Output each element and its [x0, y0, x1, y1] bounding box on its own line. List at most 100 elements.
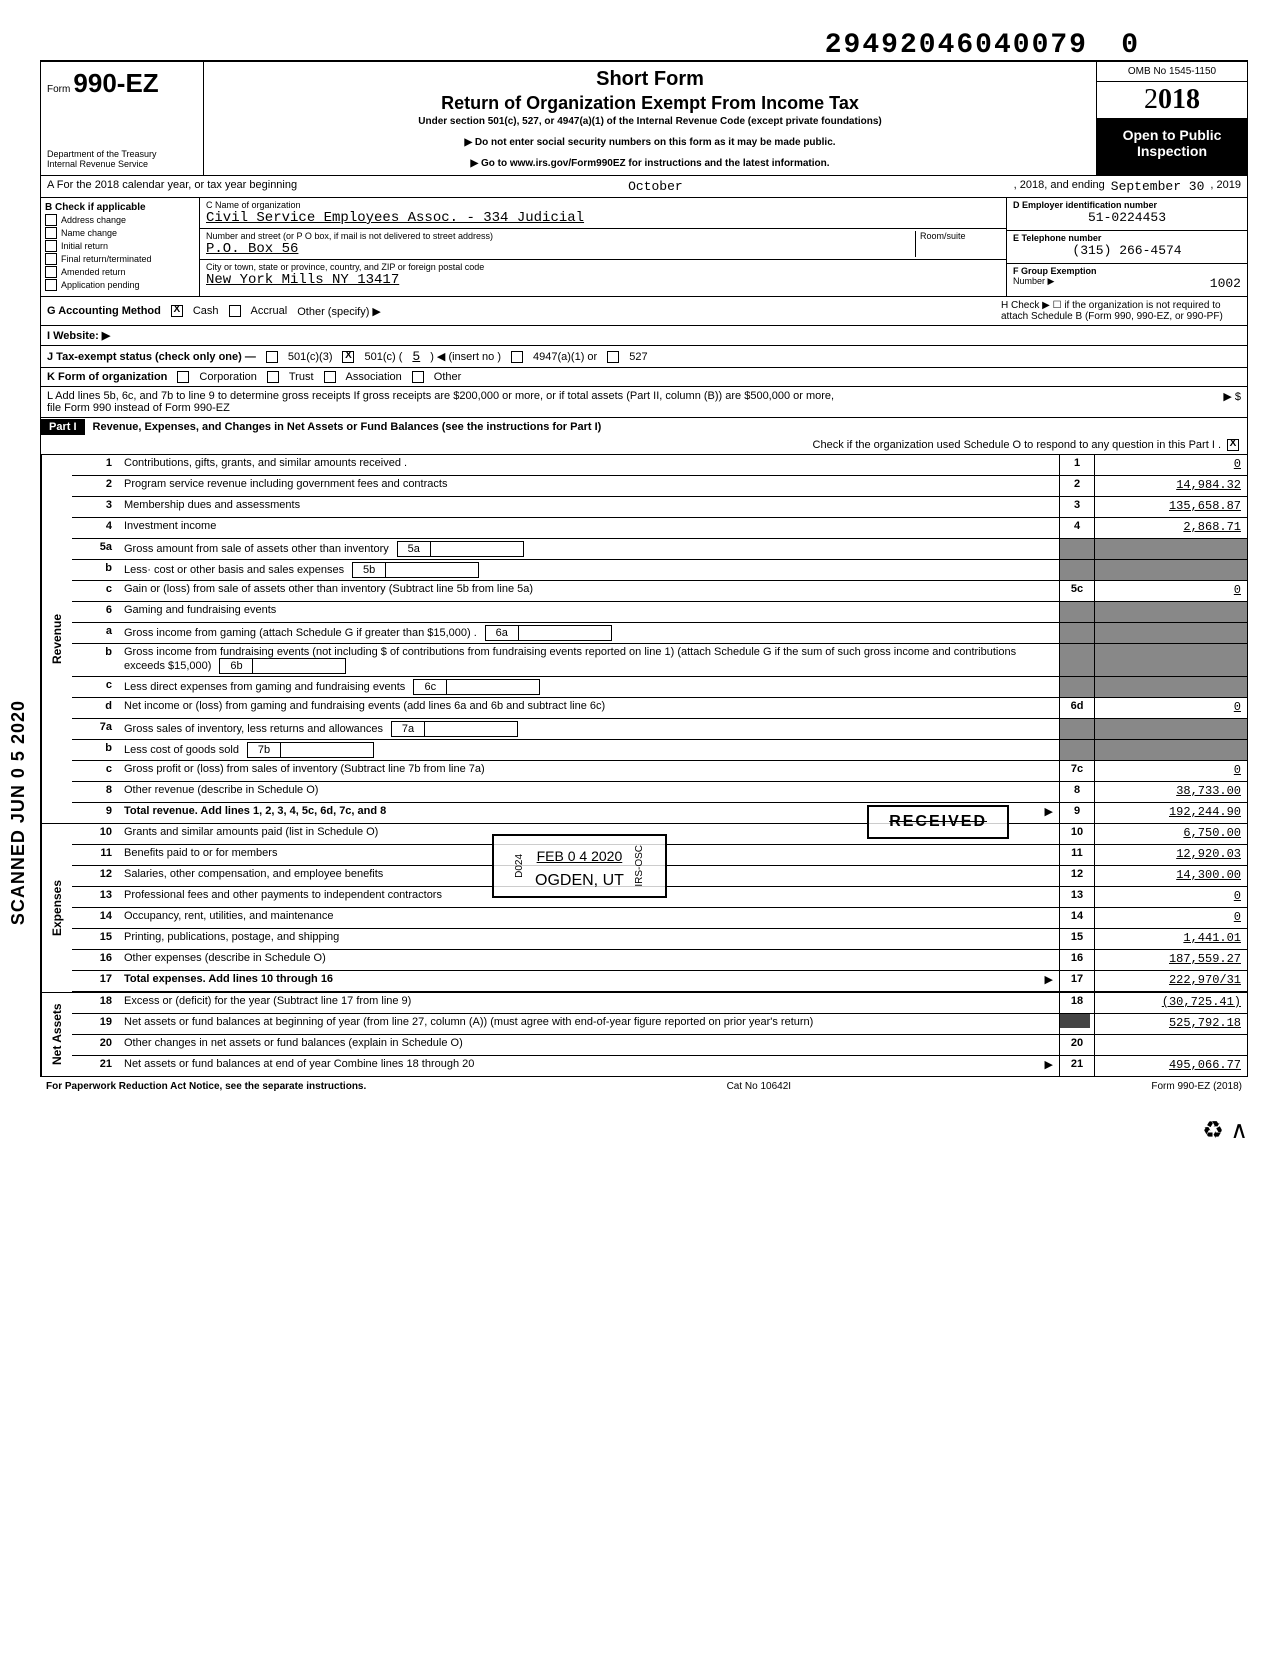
- checkbox-schedule-o[interactable]: [1227, 439, 1239, 451]
- tax-year: 2018: [1097, 82, 1247, 119]
- checkbox-other-org[interactable]: [412, 371, 424, 383]
- line-10-val: 6,750.00: [1094, 824, 1247, 844]
- tel-value: (315) 266-4574: [1013, 243, 1241, 258]
- org-name-label: C Name of organization: [206, 200, 1000, 210]
- row-k-label: K Form of organization: [47, 371, 167, 383]
- return-title: Return of Organization Exempt From Incom…: [214, 93, 1086, 114]
- label-insert-no: ) ◀ (insert no ): [430, 350, 501, 363]
- line-18-val: (30,725.41): [1094, 993, 1247, 1013]
- label-assoc: Association: [346, 371, 402, 383]
- label-name-change: Name change: [61, 228, 117, 238]
- label-accrual: Accrual: [251, 305, 288, 317]
- line-2-val: 14,984.32: [1094, 476, 1247, 496]
- line-14-val: 0: [1094, 908, 1247, 928]
- line-6a-desc: Gross income from gaming (attach Schedul…: [118, 623, 1059, 643]
- line-19-val: 525,792.18: [1094, 1014, 1247, 1034]
- line-13-val: 0: [1094, 887, 1247, 907]
- line-6c-desc: Less direct expenses from gaming and fun…: [118, 677, 1059, 697]
- line-3-desc: Membership dues and assessments: [118, 497, 1059, 517]
- line-8-val: 38,733.00: [1094, 782, 1247, 802]
- room-label: Room/suite: [920, 231, 1000, 241]
- line-5c-desc: Gain or (loss) from sale of assets other…: [118, 581, 1059, 601]
- line-5b-desc: Less· cost or other basis and sales expe…: [118, 560, 1059, 580]
- group-number-label: Number ▶: [1013, 276, 1054, 291]
- line-17-val: 222,970/31: [1094, 971, 1247, 991]
- checkbox-pending[interactable]: [45, 279, 57, 291]
- label-cash: Cash: [193, 305, 219, 317]
- checkbox-accrual[interactable]: [229, 305, 241, 317]
- ein-label: D Employer identification number: [1013, 200, 1241, 210]
- line-11-val: 12,920.03: [1094, 845, 1247, 865]
- checkbox-cash[interactable]: [171, 305, 183, 317]
- label-4947: 4947(a)(1) or: [533, 351, 597, 363]
- org-name: Civil Service Employees Assoc. - 334 Jud…: [206, 210, 1000, 226]
- checkbox-corp[interactable]: [177, 371, 189, 383]
- line-9-val: 192,244.90: [1094, 803, 1247, 823]
- open-public-badge: Open to Public Inspection: [1097, 119, 1247, 175]
- checkbox-address-change[interactable]: [45, 214, 57, 226]
- redacted-mark: [1060, 1014, 1090, 1028]
- line-17-desc: Total expenses. Add lines 10 through 16▶: [118, 971, 1059, 991]
- line-1-val: 0: [1094, 455, 1247, 475]
- label-501c: 501(c) (: [364, 351, 402, 363]
- label-initial-return: Initial return: [61, 241, 108, 251]
- line-16-desc: Other expenses (describe in Schedule O): [118, 950, 1059, 970]
- city-label: City or town, state or province, country…: [206, 262, 1000, 272]
- checkbox-name-change[interactable]: [45, 227, 57, 239]
- form-header: Form 990-EZ Department of the Treasury I…: [40, 60, 1248, 176]
- line-4-val: 2,868.71: [1094, 518, 1247, 538]
- line-2-desc: Program service revenue including govern…: [118, 476, 1059, 496]
- row-h: H Check ▶ ☐ if the organization is not r…: [1001, 300, 1241, 322]
- org-address: P.O. Box 56: [206, 241, 915, 257]
- label-corp: Corporation: [199, 371, 256, 383]
- line-7c-desc: Gross profit or (loss) from sales of inv…: [118, 761, 1059, 781]
- checkbox-assoc[interactable]: [324, 371, 336, 383]
- org-city: New York Mills NY 13417: [206, 272, 1000, 288]
- tax-year-end: September 30: [1111, 179, 1205, 194]
- checkbox-initial-return[interactable]: [45, 240, 57, 252]
- group-number: 1002: [1210, 276, 1241, 291]
- line-20-val: [1094, 1035, 1247, 1055]
- tax-year-begin: October: [303, 179, 1008, 194]
- line-21-val: 495,066.77: [1094, 1056, 1247, 1076]
- stamp-date: FEB 0 4 2020: [535, 848, 624, 864]
- checkbox-501c[interactable]: [342, 351, 354, 363]
- section-revenue: Revenue: [41, 455, 72, 823]
- line-1-desc: Contributions, gifts, grants, and simila…: [118, 455, 1059, 475]
- line-15-desc: Printing, publications, postage, and shi…: [118, 929, 1059, 949]
- footer-left: For Paperwork Reduction Act Notice, see …: [46, 1081, 366, 1092]
- checkbox-501c3[interactable]: [266, 351, 278, 363]
- checkbox-trust[interactable]: [267, 371, 279, 383]
- checkbox-final-return[interactable]: [45, 253, 57, 265]
- line-5a-desc: Gross amount from sale of assets other t…: [118, 539, 1059, 559]
- line-12-val: 14,300.00: [1094, 866, 1247, 886]
- label-pending: Application pending: [61, 280, 140, 290]
- section-expenses: Expenses: [41, 824, 72, 992]
- col-b-header: B Check if applicable: [45, 202, 195, 213]
- row-a-tax-year: A For the 2018 calendar year, or tax yea…: [40, 176, 1248, 198]
- checkbox-amended[interactable]: [45, 266, 57, 278]
- part1-label: Part I: [41, 419, 85, 435]
- form-prefix: Form: [47, 84, 70, 95]
- checkbox-4947[interactable]: [511, 351, 523, 363]
- subtitle: Under section 501(c), 527, or 4947(a)(1)…: [214, 116, 1086, 127]
- tel-label: E Telephone number: [1013, 233, 1241, 243]
- line-15-val: 1,441.01: [1094, 929, 1247, 949]
- document-zero: 0: [1121, 30, 1138, 61]
- footer-mid: Cat No 10642I: [727, 1081, 792, 1092]
- line-9-desc: Total revenue. Add lines 1, 2, 3, 4, 5c,…: [118, 803, 1059, 823]
- ein-value: 51-0224453: [1013, 210, 1241, 225]
- line-6b-desc: Gross income from fundraising events (no…: [118, 644, 1059, 676]
- row-j-label: J Tax-exempt status (check only one) —: [47, 351, 256, 363]
- line-6d-desc: Net income or (loss) from gaming and fun…: [118, 698, 1059, 718]
- footer-right: Form 990-EZ (2018): [1151, 1081, 1242, 1092]
- label-final-return: Final return/terminated: [61, 254, 152, 264]
- line-7c-val: 0: [1094, 761, 1247, 781]
- stamp-location: OGDEN, UT: [535, 872, 624, 890]
- line-6-desc: Gaming and fundraising events: [118, 602, 1059, 622]
- part1-title: Revenue, Expenses, and Changes in Net As…: [85, 418, 1247, 436]
- line-5c-val: 0: [1094, 581, 1247, 601]
- label-trust: Trust: [289, 371, 314, 383]
- checkbox-527[interactable]: [607, 351, 619, 363]
- line-18-desc: Excess or (deficit) for the year (Subtra…: [118, 993, 1059, 1013]
